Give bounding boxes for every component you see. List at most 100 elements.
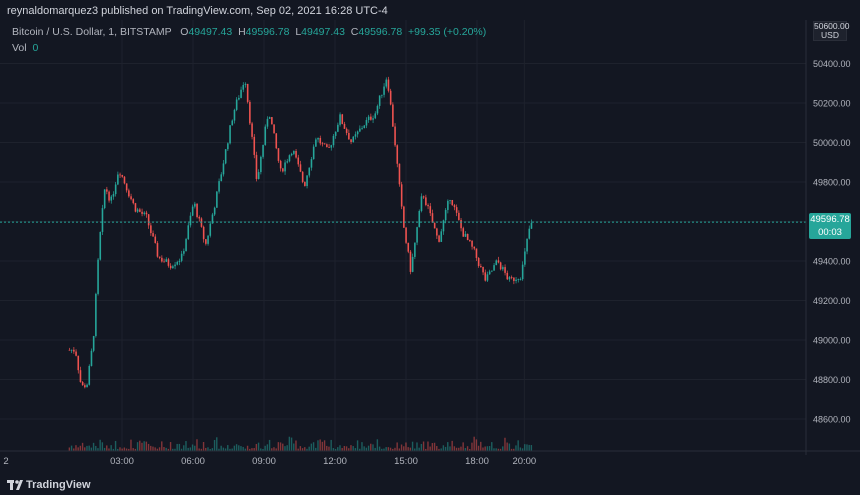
candle-body <box>499 262 502 270</box>
volume-bar <box>321 441 324 451</box>
volume-bar <box>174 448 176 451</box>
time-tick-label: 03:00 <box>110 456 134 467</box>
candle-body <box>200 218 203 227</box>
volume-bar <box>394 447 396 451</box>
volume-bar <box>350 445 352 451</box>
candle-body <box>385 79 388 87</box>
volume-bar <box>92 442 95 451</box>
candle-body <box>260 156 262 173</box>
volume-bar <box>86 445 88 451</box>
time-tick-label: 20:00 <box>512 456 536 467</box>
volume-bar <box>167 448 170 451</box>
volume-bar <box>139 440 141 451</box>
candle-body <box>484 272 487 281</box>
candle-body <box>264 126 267 145</box>
candle-body <box>231 120 234 126</box>
volume-bar <box>279 442 282 451</box>
candle-body <box>372 118 374 120</box>
currency-box[interactable]: 50600.00 USD <box>813 21 849 41</box>
candle-body <box>317 138 319 140</box>
volume-bar <box>260 448 262 451</box>
candle-body <box>403 206 405 228</box>
volume-bar <box>97 448 99 451</box>
volume-bar <box>117 448 119 451</box>
volume-bar <box>123 447 126 451</box>
volume-bar <box>471 442 473 451</box>
candle-body <box>185 239 187 252</box>
volume-bar <box>341 448 343 451</box>
bar-countdown: 00:03 <box>818 227 842 238</box>
volume-bar <box>458 447 460 451</box>
volume-bar <box>374 447 376 451</box>
candle-body <box>79 370 82 383</box>
volume-bar <box>359 448 361 451</box>
candle-body <box>513 277 515 281</box>
candle-body <box>156 243 159 257</box>
volume-bar <box>440 448 442 451</box>
candle-body <box>407 242 410 252</box>
volume-bar <box>326 445 328 451</box>
candle-body <box>438 235 440 242</box>
volume-bar <box>306 448 308 451</box>
price-tick-label: 49800.00 <box>813 178 851 188</box>
volume-bar <box>304 447 306 451</box>
volume-bar <box>218 448 220 451</box>
candle-body <box>383 86 385 95</box>
candle-body <box>480 265 482 267</box>
ohlc-legend: Bitcoin / U.S. Dollar, 1, BITSTAMP O4949… <box>12 26 486 38</box>
volume-bar <box>330 439 332 451</box>
volume-bar <box>161 441 163 451</box>
candle-body <box>526 238 528 252</box>
volume-bar <box>169 442 172 451</box>
volume-bar <box>469 448 471 451</box>
candle-body <box>213 207 216 215</box>
candle-body <box>508 277 511 280</box>
candle-body <box>92 336 95 351</box>
volume-bar <box>493 448 495 451</box>
volume-bar <box>398 448 401 451</box>
volume-bar <box>365 447 368 451</box>
candle-body <box>444 209 447 221</box>
volume-bar <box>158 447 161 451</box>
volume-bar <box>299 446 302 451</box>
candle-body <box>279 160 282 169</box>
candle-body <box>473 246 476 249</box>
time-tick-label: 15:00 <box>394 456 418 467</box>
candle-body <box>370 116 372 120</box>
candle-body <box>99 231 102 260</box>
tradingview-brand[interactable]: TradingView <box>26 479 91 491</box>
volume-bar <box>449 446 451 451</box>
candle-body <box>253 136 256 155</box>
volume-bar <box>79 445 82 451</box>
candle-body <box>150 225 152 234</box>
volume-bar <box>130 439 132 451</box>
volume-bar <box>308 446 310 451</box>
candle-body <box>394 126 396 146</box>
candle-body <box>110 196 113 201</box>
candle-body <box>121 174 124 177</box>
volume-bar <box>317 440 319 451</box>
volume-bar <box>211 448 214 451</box>
volume-bar <box>319 439 321 451</box>
open-label: O <box>180 26 189 38</box>
candle-body <box>108 191 110 201</box>
price-chart[interactable]: 50400.00 50200.00 50000.00 49800.00 49400.00… <box>0 20 860 475</box>
volume-bar <box>268 439 271 451</box>
candle-body <box>268 117 271 119</box>
volume-bar <box>453 446 456 451</box>
tradingview-logo-icon[interactable] <box>7 478 23 492</box>
volume-bar <box>216 437 218 451</box>
candle-body <box>130 196 132 200</box>
candle-body <box>262 144 264 157</box>
candle-body <box>103 189 106 209</box>
candle-body <box>75 351 77 356</box>
volume-bar <box>90 447 93 451</box>
candle-body <box>315 139 317 147</box>
candlestick-series <box>68 76 533 389</box>
candle-body <box>235 99 238 110</box>
volume-bar <box>339 445 341 451</box>
candle-body <box>451 199 454 206</box>
symbol-label[interactable]: Bitcoin / U.S. Dollar, 1, BITSTAMP <box>12 26 172 38</box>
candle-body <box>202 226 205 240</box>
candle-body <box>101 208 104 232</box>
